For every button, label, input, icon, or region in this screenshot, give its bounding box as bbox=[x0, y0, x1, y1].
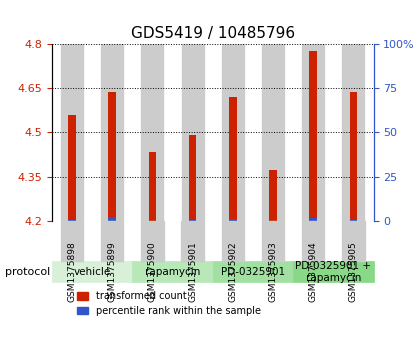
Text: GSM1375903: GSM1375903 bbox=[269, 241, 278, 302]
Bar bbox=[309, 51, 317, 221]
Bar bbox=[52, 261, 132, 282]
Bar bbox=[229, 219, 237, 221]
Bar bbox=[222, 221, 244, 261]
Bar bbox=[142, 44, 164, 221]
Bar bbox=[213, 261, 293, 282]
Legend: transformed count, percentile rank within the sample: transformed count, percentile rank withi… bbox=[73, 287, 265, 320]
Bar bbox=[101, 44, 123, 221]
Text: vehicle: vehicle bbox=[73, 267, 111, 277]
Bar bbox=[302, 44, 324, 221]
Bar bbox=[222, 44, 244, 221]
Bar bbox=[189, 135, 196, 221]
Bar bbox=[342, 221, 365, 261]
Bar bbox=[108, 93, 116, 221]
Title: GDS5419 / 10485796: GDS5419 / 10485796 bbox=[131, 26, 295, 41]
Text: GSM1375901: GSM1375901 bbox=[188, 241, 197, 302]
Text: GSM1375900: GSM1375900 bbox=[148, 241, 157, 302]
Bar bbox=[101, 221, 123, 261]
Bar bbox=[108, 217, 116, 221]
Bar bbox=[262, 44, 284, 221]
Bar bbox=[181, 44, 204, 221]
Text: rapamycin: rapamycin bbox=[145, 267, 200, 277]
Bar bbox=[293, 261, 374, 282]
Bar bbox=[68, 115, 76, 221]
Text: PD-0325901: PD-0325901 bbox=[221, 267, 285, 277]
Text: PD-0325901 +
rapamycin: PD-0325901 + rapamycin bbox=[295, 261, 371, 282]
Bar bbox=[141, 221, 164, 261]
Text: GSM1375898: GSM1375898 bbox=[68, 241, 76, 302]
Bar bbox=[61, 221, 83, 261]
Bar bbox=[342, 44, 364, 221]
Bar bbox=[349, 220, 357, 221]
Text: GSM1375899: GSM1375899 bbox=[107, 241, 117, 302]
Bar bbox=[68, 220, 76, 221]
Text: GSM1375905: GSM1375905 bbox=[349, 241, 358, 302]
Bar bbox=[309, 219, 317, 221]
Text: GSM1375904: GSM1375904 bbox=[309, 241, 318, 302]
Bar bbox=[149, 152, 156, 221]
Bar bbox=[189, 220, 196, 221]
Bar bbox=[302, 221, 325, 261]
Bar bbox=[132, 261, 213, 282]
Bar bbox=[181, 221, 204, 261]
Bar bbox=[229, 97, 237, 221]
Bar bbox=[262, 221, 284, 261]
Text: GSM1375902: GSM1375902 bbox=[228, 241, 237, 302]
Bar bbox=[61, 44, 83, 221]
Bar bbox=[349, 93, 357, 221]
Text: protocol: protocol bbox=[5, 267, 50, 277]
Bar bbox=[269, 170, 277, 221]
